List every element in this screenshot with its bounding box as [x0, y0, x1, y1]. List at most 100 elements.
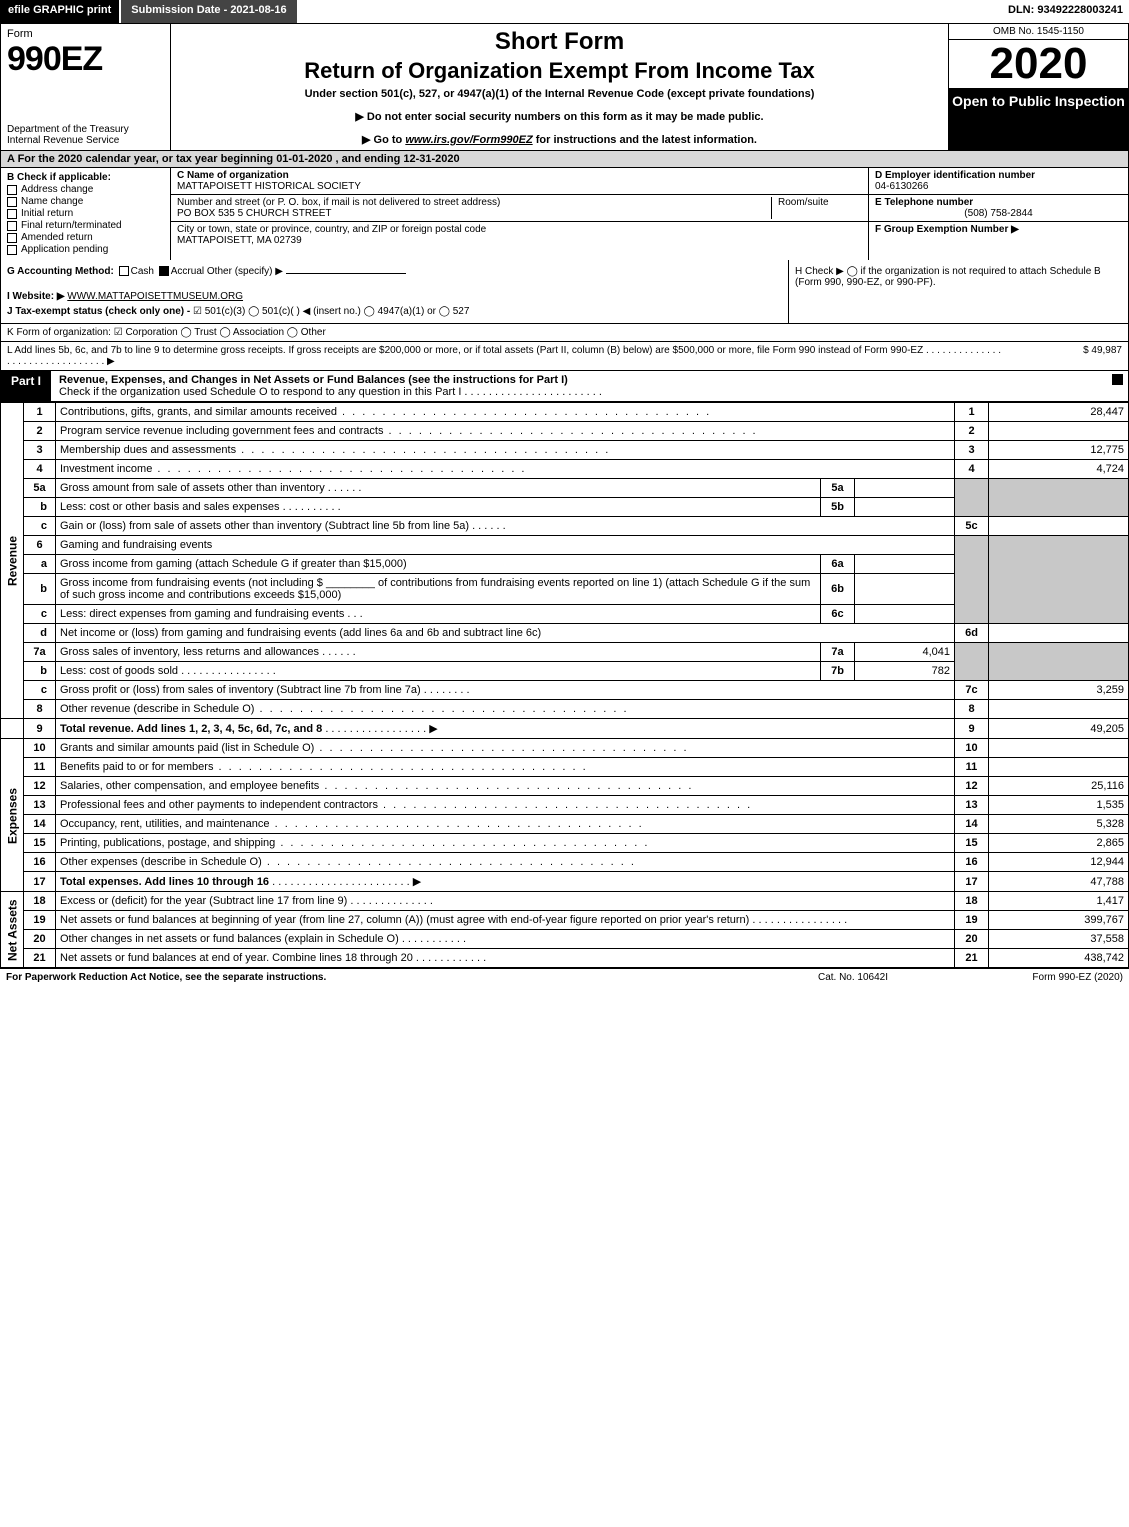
l7b-desc: Less: cost of goods sold: [60, 665, 178, 677]
group-exemption-label: F Group Exemption Number ▶: [875, 224, 1122, 235]
chk-name-change[interactable]: Name change: [7, 196, 164, 207]
side-revenue: Revenue: [1, 403, 24, 719]
l13-val: 1,535: [989, 796, 1129, 815]
addr-label: Number and street (or P. O. box, if mail…: [177, 197, 765, 208]
l4-desc: Investment income: [60, 463, 152, 475]
open-inspection: Open to Public Inspection: [949, 89, 1128, 150]
l6c-mini: 6c: [821, 605, 855, 624]
l6c-desc: Less: direct expenses from gaming and fu…: [60, 608, 344, 620]
j-label: J Tax-exempt status (check only one) -: [7, 306, 190, 317]
irs-link[interactable]: www.irs.gov/Form990EZ: [405, 134, 532, 146]
l6a-mval: [855, 555, 955, 574]
note-goto-post: for instructions and the latest informat…: [536, 134, 757, 146]
l2-val: [989, 422, 1129, 441]
chk-application-pending[interactable]: Application pending: [7, 244, 164, 255]
org-name: MATTAPOISETT HISTORICAL SOCIETY: [177, 181, 862, 192]
l5c-desc: Gain or (loss) from sale of assets other…: [60, 520, 469, 532]
addr-value: PO BOX 535 5 CHURCH STREET: [177, 208, 765, 219]
l13-desc: Professional fees and other payments to …: [60, 799, 378, 811]
section-h: H Check ▶ ◯ if the organization is not r…: [788, 260, 1128, 323]
form-number: 990EZ: [7, 40, 164, 79]
note-goto-pre: ▶ Go to: [362, 134, 405, 146]
l6-desc: Gaming and fundraising events: [56, 536, 955, 555]
topbar: efile GRAPHIC print Submission Date - 20…: [0, 0, 1129, 24]
title-return: Return of Organization Exempt From Incom…: [179, 58, 940, 84]
section-c: C Name of organization MATTAPOISETT HIST…: [171, 168, 868, 260]
l5b-mini: 5b: [821, 498, 855, 517]
l6d-val: [989, 624, 1129, 643]
chk-amended-return[interactable]: Amended return: [7, 232, 164, 243]
ein-value: 04-6130266: [875, 181, 1122, 192]
l15-desc: Printing, publications, postage, and shi…: [60, 837, 275, 849]
l5b-desc: Less: cost or other basis and sales expe…: [60, 501, 280, 513]
l21-val: 438,742: [989, 949, 1129, 968]
l6c-mval: [855, 605, 955, 624]
l20-desc: Other changes in net assets or fund bala…: [60, 933, 399, 945]
l18-val: 1,417: [989, 892, 1129, 911]
l9-desc: Total revenue. Add lines 1, 2, 3, 4, 5c,…: [60, 723, 322, 735]
city-label: City or town, state or province, country…: [177, 224, 862, 235]
l7b-mini: 7b: [821, 662, 855, 681]
efile-print-button[interactable]: efile GRAPHIC print: [0, 0, 119, 23]
room-label: Room/suite: [772, 197, 862, 219]
l3-val: 12,775: [989, 441, 1129, 460]
l10-val: [989, 739, 1129, 758]
l4-val: 4,724: [989, 460, 1129, 479]
header-center: Short Form Return of Organization Exempt…: [171, 24, 948, 150]
l6b-mval: [855, 574, 955, 605]
l2-desc: Program service revenue including govern…: [60, 425, 383, 437]
g-label: G Accounting Method:: [7, 266, 114, 277]
subtitle: Under section 501(c), 527, or 4947(a)(1)…: [179, 88, 940, 100]
l9-val: 49,205: [989, 719, 1129, 739]
form-header: Form 990EZ Department of the Treasury In…: [0, 24, 1129, 151]
l5a-mval: [855, 479, 955, 498]
website-link[interactable]: WWW.MATTAPOISETTMUSEUM.ORG: [67, 291, 243, 302]
l5a-desc: Gross amount from sale of assets other t…: [60, 482, 325, 494]
l10-desc: Grants and similar amounts paid (list in…: [60, 742, 314, 754]
l20-val: 37,558: [989, 930, 1129, 949]
l5c-val: [989, 517, 1129, 536]
note-goto: ▶ Go to www.irs.gov/Form990EZ for instru…: [179, 133, 940, 146]
chk-address-change[interactable]: Address change: [7, 184, 164, 195]
l19-val: 399,767: [989, 911, 1129, 930]
part1-check-note: Check if the organization used Schedule …: [59, 386, 602, 398]
l6a-desc: Gross income from gaming (attach Schedul…: [60, 558, 407, 570]
l11-desc: Benefits paid to or for members: [60, 761, 213, 773]
c-label: C Name of organization: [177, 170, 862, 181]
part1-checkbox[interactable]: [1106, 371, 1128, 401]
l18-desc: Excess or (deficit) for the year (Subtra…: [60, 895, 347, 907]
chk-cash[interactable]: [119, 266, 129, 276]
side-net-assets: Net Assets: [1, 892, 24, 968]
lines-table: Revenue 1 Contributions, gifts, grants, …: [0, 402, 1129, 968]
l12-desc: Salaries, other compensation, and employ…: [60, 780, 319, 792]
l7a-desc: Gross sales of inventory, less returns a…: [60, 646, 319, 658]
row-gh: G Accounting Method: Cash Accrual Other …: [0, 260, 1129, 324]
l11-val: [989, 758, 1129, 777]
omb-number: OMB No. 1545-1150: [949, 24, 1128, 40]
l21-desc: Net assets or fund balances at end of ye…: [60, 952, 413, 964]
chk-accrual[interactable]: [159, 266, 169, 276]
note-ssn: ▶ Do not enter social security numbers o…: [179, 110, 940, 123]
l6b-mini: 6b: [821, 574, 855, 605]
l8-val: [989, 700, 1129, 719]
l7a-mval: 4,041: [855, 643, 955, 662]
block-bcd: B Check if applicable: Address change Na…: [0, 168, 1129, 260]
l7a-mini: 7a: [821, 643, 855, 662]
tel-value: (508) 758-2844: [875, 208, 1122, 219]
chk-initial-return[interactable]: Initial return: [7, 208, 164, 219]
l17-val: 47,788: [989, 872, 1129, 892]
submission-date: Submission Date - 2021-08-16: [119, 0, 296, 23]
l6b-desc: Gross income from fundraising events (no…: [60, 577, 810, 601]
l14-desc: Occupancy, rent, utilities, and maintena…: [60, 818, 270, 830]
paperwork-notice: For Paperwork Reduction Act Notice, see …: [6, 972, 763, 983]
chk-final-return[interactable]: Final return/terminated: [7, 220, 164, 231]
section-g-i-j: G Accounting Method: Cash Accrual Other …: [1, 260, 788, 323]
l1-desc: Contributions, gifts, grants, and simila…: [60, 406, 337, 418]
l12-val: 25,116: [989, 777, 1129, 796]
footer: For Paperwork Reduction Act Notice, see …: [0, 968, 1129, 986]
l-value: $ 49,987: [1002, 345, 1122, 367]
side-expenses: Expenses: [1, 739, 24, 892]
i-label: I Website: ▶: [7, 291, 65, 302]
l14-val: 5,328: [989, 815, 1129, 834]
l6a-mini: 6a: [821, 555, 855, 574]
